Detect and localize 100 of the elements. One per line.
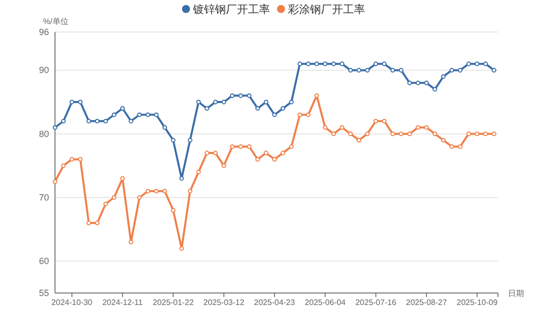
point	[61, 118, 66, 124]
point	[146, 112, 150, 118]
point	[196, 100, 201, 104]
point	[238, 144, 244, 149]
point	[137, 112, 142, 118]
point	[86, 118, 92, 124]
point	[466, 132, 471, 136]
point	[416, 125, 420, 130]
point	[238, 93, 244, 98]
y-tick-label: 60	[38, 256, 49, 266]
point	[356, 68, 362, 72]
point	[492, 132, 496, 136]
point	[94, 220, 100, 226]
point	[162, 125, 168, 130]
point	[255, 106, 260, 111]
point	[365, 132, 370, 136]
point	[314, 93, 320, 98]
y-tick-label: 80	[38, 128, 49, 139]
point	[112, 112, 116, 118]
point	[365, 68, 370, 72]
point	[289, 100, 294, 104]
point	[432, 132, 438, 136]
point	[120, 176, 125, 181]
point	[390, 68, 395, 72]
x-tick-label: 2025-10-09	[456, 298, 498, 307]
point	[222, 163, 226, 168]
point	[306, 62, 311, 66]
point	[280, 106, 286, 111]
point	[52, 179, 58, 184]
point	[322, 62, 328, 66]
point	[61, 163, 66, 168]
point	[170, 208, 176, 213]
point	[78, 157, 83, 162]
point	[128, 240, 134, 244]
point	[272, 157, 277, 162]
point	[78, 100, 83, 104]
point	[374, 62, 378, 66]
x-tick-label: 2025-04-23	[254, 298, 296, 307]
point	[424, 80, 429, 86]
x-tick-label: 2024-12-11	[102, 298, 144, 307]
x-tick-label: 2024-10-30	[51, 298, 93, 307]
point	[204, 106, 210, 111]
point	[70, 157, 74, 162]
point	[120, 106, 125, 111]
point	[322, 125, 328, 130]
point	[70, 100, 74, 104]
point	[179, 246, 184, 251]
point	[146, 188, 150, 194]
point	[213, 150, 218, 156]
point	[188, 188, 192, 194]
x-axis-title: 日期	[508, 289, 524, 298]
x-tick-label: 2025-03-12	[203, 298, 245, 307]
point	[137, 195, 142, 200]
point	[449, 68, 454, 72]
point	[204, 150, 210, 156]
point	[196, 170, 201, 174]
point	[441, 138, 446, 143]
point	[458, 144, 463, 149]
point	[474, 62, 480, 66]
y-tick-label: 90	[38, 65, 49, 76]
point	[374, 118, 378, 124]
point	[407, 132, 412, 136]
point	[331, 132, 336, 136]
point	[314, 62, 320, 66]
point	[298, 62, 302, 66]
point	[272, 112, 277, 118]
point	[306, 112, 311, 118]
point	[255, 157, 260, 162]
point	[483, 62, 488, 66]
point	[382, 62, 387, 66]
x-tick-label: 2025-08-27	[406, 298, 448, 307]
point	[289, 144, 294, 149]
point	[449, 144, 454, 149]
y-tick-label: 96	[38, 27, 49, 37]
point	[382, 118, 387, 124]
y-tick-label: 55	[38, 288, 49, 298]
point	[246, 144, 252, 149]
point	[280, 150, 286, 156]
y-axis-title: %/单位	[43, 17, 68, 26]
point	[128, 118, 134, 124]
point	[340, 125, 344, 130]
point	[112, 195, 116, 200]
legend-label: 镀锌钢厂开工率	[192, 3, 270, 16]
point	[154, 112, 159, 118]
point	[356, 138, 362, 143]
point	[179, 176, 184, 181]
point	[103, 118, 108, 124]
point	[424, 125, 429, 130]
point	[441, 74, 446, 79]
point	[52, 125, 58, 130]
point	[432, 86, 438, 92]
point	[483, 132, 488, 136]
point	[162, 188, 168, 194]
point	[492, 68, 496, 72]
x-tick-label: 2025-07-16	[355, 298, 397, 307]
point	[154, 188, 159, 194]
point	[213, 100, 218, 104]
point	[398, 132, 404, 136]
point	[222, 100, 226, 104]
point	[86, 220, 92, 226]
